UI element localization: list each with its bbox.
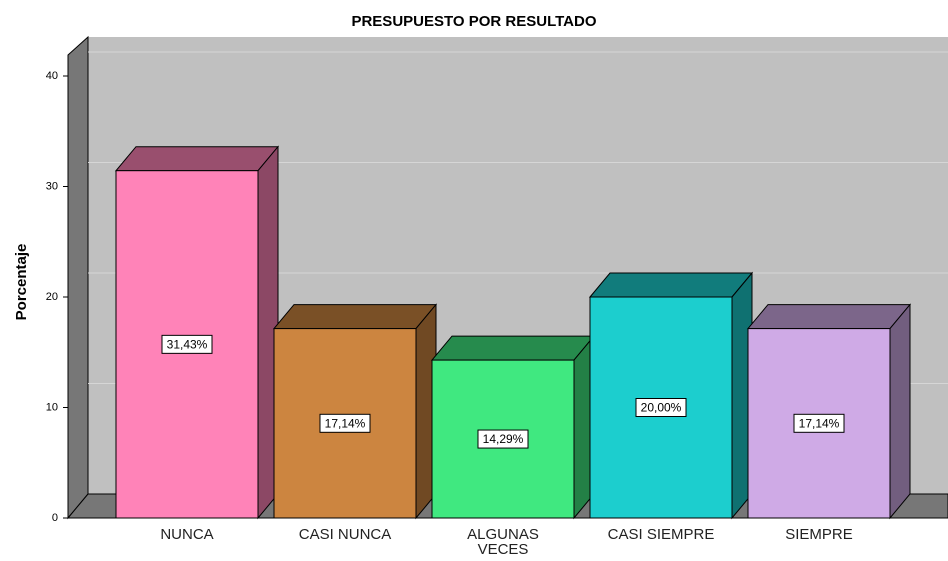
chart-title: PRESUPUESTO POR RESULTADO bbox=[351, 13, 596, 30]
y-tick-label: 40 bbox=[46, 70, 58, 82]
bar-top bbox=[746, 304, 912, 330]
y-tick-label: 0 bbox=[52, 512, 58, 524]
value-label: 20,00% bbox=[641, 401, 682, 415]
x-tick-label: ALGUNAS VECES bbox=[467, 526, 539, 558]
value-label: 14,29% bbox=[483, 432, 524, 446]
value-label-box bbox=[161, 334, 213, 354]
value-label: 17,14% bbox=[799, 416, 840, 430]
bar-top bbox=[430, 335, 596, 361]
value-label-box bbox=[635, 398, 687, 417]
bar-side bbox=[889, 303, 911, 520]
y-tick-label: 30 bbox=[46, 180, 58, 192]
y-tick-label: 20 bbox=[46, 291, 58, 303]
y-tick-label: 10 bbox=[46, 401, 58, 413]
value-label-box bbox=[477, 429, 529, 449]
value-label: 17,14% bbox=[325, 416, 366, 430]
x-tick-label: CASI NUNCA bbox=[298, 526, 392, 543]
bar-top bbox=[114, 146, 280, 172]
left-wall bbox=[67, 35, 89, 520]
x-tick-label: CASI SIEMPRE bbox=[607, 526, 715, 543]
x-tick-label: NUNCA bbox=[160, 526, 214, 543]
x-tick-label: SIEMPRE bbox=[785, 526, 853, 543]
y-axis-label: Porcentaje bbox=[13, 244, 30, 321]
value-label: 31,43% bbox=[167, 338, 208, 352]
bar-top bbox=[588, 272, 754, 298]
value-label-box bbox=[319, 413, 371, 433]
bar-top bbox=[272, 304, 438, 330]
value-label-box bbox=[793, 413, 845, 433]
